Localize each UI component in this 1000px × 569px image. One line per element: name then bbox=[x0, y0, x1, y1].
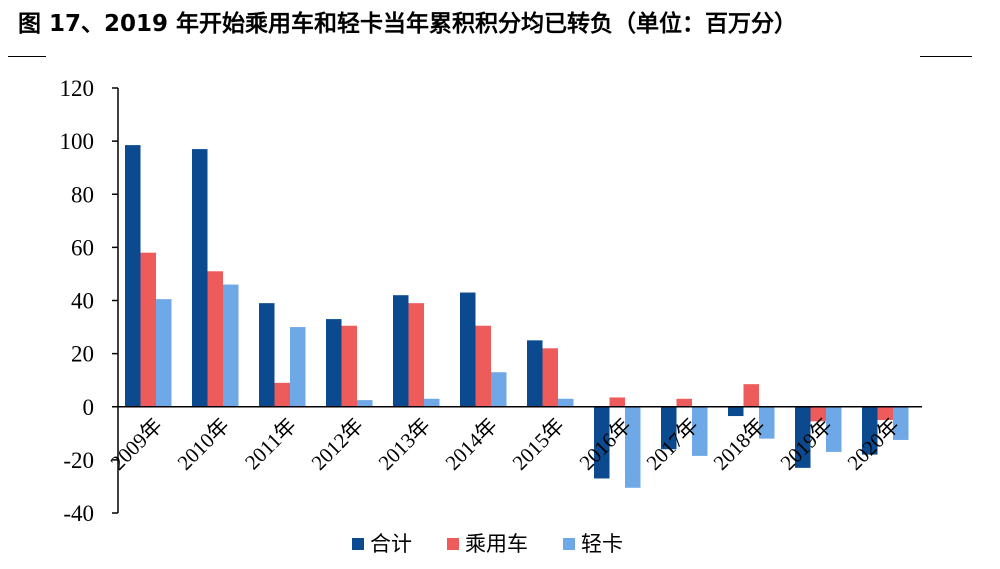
bar-total bbox=[594, 406, 610, 479]
legend-label: 合计 bbox=[370, 532, 412, 556]
bar-light-truck bbox=[558, 398, 574, 407]
bar-passenger bbox=[877, 406, 893, 421]
legend-label: 轻卡 bbox=[581, 532, 623, 556]
y-tick-label: 0 bbox=[83, 395, 95, 420]
title-rule-right bbox=[920, 56, 972, 57]
bar-light-truck bbox=[290, 327, 306, 407]
y-tick-label: 60 bbox=[71, 235, 94, 260]
bar-total bbox=[259, 303, 275, 407]
bar-total bbox=[527, 340, 543, 407]
y-tick-label: 80 bbox=[71, 182, 94, 207]
bar-total bbox=[192, 149, 208, 407]
bar-total bbox=[326, 319, 342, 407]
bar-light-truck bbox=[223, 284, 239, 407]
bar-light-truck bbox=[826, 406, 842, 452]
y-tick-label: -20 bbox=[63, 448, 94, 473]
bar-light-truck bbox=[759, 406, 775, 439]
x-tick-label: 2018年 bbox=[709, 413, 771, 475]
bar-total bbox=[728, 406, 744, 417]
bar-light-truck bbox=[424, 398, 440, 407]
bar-total bbox=[460, 292, 476, 407]
bar-light-truck bbox=[893, 406, 909, 440]
bar-passenger bbox=[408, 303, 424, 407]
bar-total bbox=[862, 406, 878, 455]
bar-total bbox=[393, 295, 409, 407]
bar-passenger bbox=[140, 252, 156, 407]
x-tick-label: 2012年 bbox=[307, 413, 369, 475]
bar-passenger bbox=[676, 398, 692, 407]
x-tick-label: 2010年 bbox=[173, 413, 235, 475]
x-tick-label: 2009年 bbox=[106, 413, 168, 475]
bar-light-truck bbox=[156, 299, 172, 407]
bar-passenger bbox=[810, 406, 826, 422]
legend-swatch bbox=[352, 538, 364, 550]
y-tick-label: 40 bbox=[71, 289, 94, 314]
bar-light-truck bbox=[357, 400, 373, 407]
bar-light-truck bbox=[625, 406, 641, 488]
bar-total bbox=[125, 145, 141, 407]
x-tick-label: 2011年 bbox=[240, 413, 301, 474]
bar-total bbox=[795, 406, 811, 468]
legend-swatch bbox=[447, 538, 459, 550]
bar-passenger bbox=[542, 348, 558, 407]
x-tick-label: 2014年 bbox=[441, 413, 503, 475]
bar-light-truck bbox=[491, 372, 507, 407]
y-tick-label: 100 bbox=[60, 129, 95, 154]
y-tick-label: -40 bbox=[63, 501, 94, 526]
legend-swatch bbox=[563, 538, 575, 550]
bar-total bbox=[661, 406, 677, 450]
x-tick-label: 2015年 bbox=[508, 413, 570, 475]
y-tick-label: 120 bbox=[60, 76, 95, 101]
bar-passenger bbox=[274, 382, 290, 407]
x-tick-label: 2013年 bbox=[374, 413, 436, 475]
bar-passenger bbox=[609, 397, 625, 407]
legend-label: 乘用车 bbox=[465, 532, 528, 556]
y-tick-label: 20 bbox=[71, 342, 94, 367]
bar-passenger bbox=[207, 271, 223, 407]
bar-passenger bbox=[475, 325, 491, 407]
bar-passenger bbox=[743, 384, 759, 407]
bar-light-truck bbox=[692, 406, 708, 456]
bar-passenger bbox=[341, 325, 357, 407]
title-rule-left bbox=[8, 56, 46, 57]
chart-title: 图 17、2019 年开始乘用车和轻卡当年累积积分均已转负（单位：百万分） bbox=[18, 11, 798, 37]
